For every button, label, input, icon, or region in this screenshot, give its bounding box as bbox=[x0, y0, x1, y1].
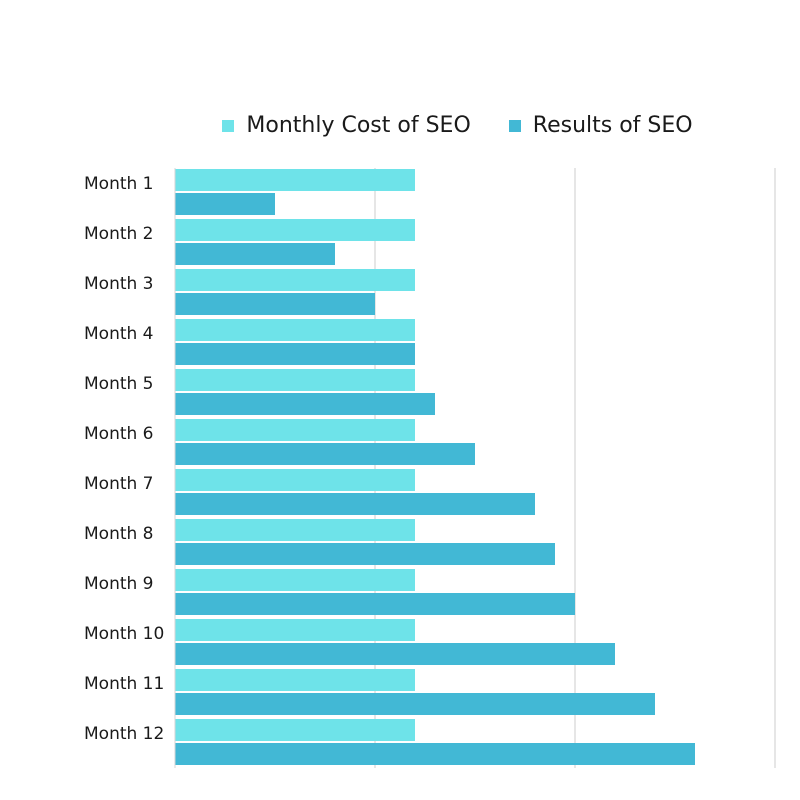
bar-results-3 bbox=[175, 293, 375, 315]
bar-results-2 bbox=[175, 243, 335, 265]
category-label-5: Month 5 bbox=[84, 374, 154, 394]
bar-cost-2 bbox=[175, 219, 415, 241]
category-label-9: Month 9 bbox=[84, 574, 154, 594]
category-label-8: Month 8 bbox=[84, 524, 154, 544]
bar-results-4 bbox=[175, 343, 415, 365]
bar-cost-11 bbox=[175, 669, 415, 691]
bar-results-9 bbox=[175, 593, 575, 615]
bar-cost-4 bbox=[175, 319, 415, 341]
category-label-2: Month 2 bbox=[84, 224, 154, 244]
bar-cost-6 bbox=[175, 419, 415, 441]
legend-swatch-cost bbox=[222, 119, 235, 132]
category-label-12: Month 12 bbox=[84, 724, 164, 744]
category-label-3: Month 3 bbox=[84, 274, 154, 294]
category-label-6: Month 6 bbox=[84, 424, 154, 444]
bar-results-7 bbox=[175, 493, 535, 515]
category-label-11: Month 11 bbox=[84, 674, 164, 694]
legend-item-results: Results of SEO bbox=[508, 113, 693, 138]
legend-label-results: Results of SEO bbox=[532, 113, 693, 138]
category-label-7: Month 7 bbox=[84, 474, 154, 494]
legend: Monthly Cost of SEO Results of SEO bbox=[0, 113, 800, 138]
bar-results-5 bbox=[175, 393, 435, 415]
legend-swatch-results bbox=[508, 119, 521, 132]
category-label-10: Month 10 bbox=[84, 624, 164, 644]
bar-cost-1 bbox=[175, 169, 415, 191]
bar-cost-9 bbox=[175, 569, 415, 591]
bar-cost-7 bbox=[175, 469, 415, 491]
bar-results-10 bbox=[175, 643, 615, 665]
bar-cost-10 bbox=[175, 619, 415, 641]
bar-cost-12 bbox=[175, 719, 415, 741]
bar-results-12 bbox=[175, 743, 695, 765]
bar-cost-8 bbox=[175, 519, 415, 541]
legend-label-cost: Monthly Cost of SEO bbox=[246, 113, 471, 138]
bar-results-1 bbox=[175, 193, 275, 215]
category-label-4: Month 4 bbox=[84, 324, 154, 344]
legend-item-cost: Monthly Cost of SEO bbox=[222, 113, 471, 138]
category-label-1: Month 1 bbox=[84, 174, 154, 194]
bar-results-6 bbox=[175, 443, 475, 465]
bar-cost-5 bbox=[175, 369, 415, 391]
bar-cost-3 bbox=[175, 269, 415, 291]
bar-results-11 bbox=[175, 693, 655, 715]
bar-results-8 bbox=[175, 543, 555, 565]
